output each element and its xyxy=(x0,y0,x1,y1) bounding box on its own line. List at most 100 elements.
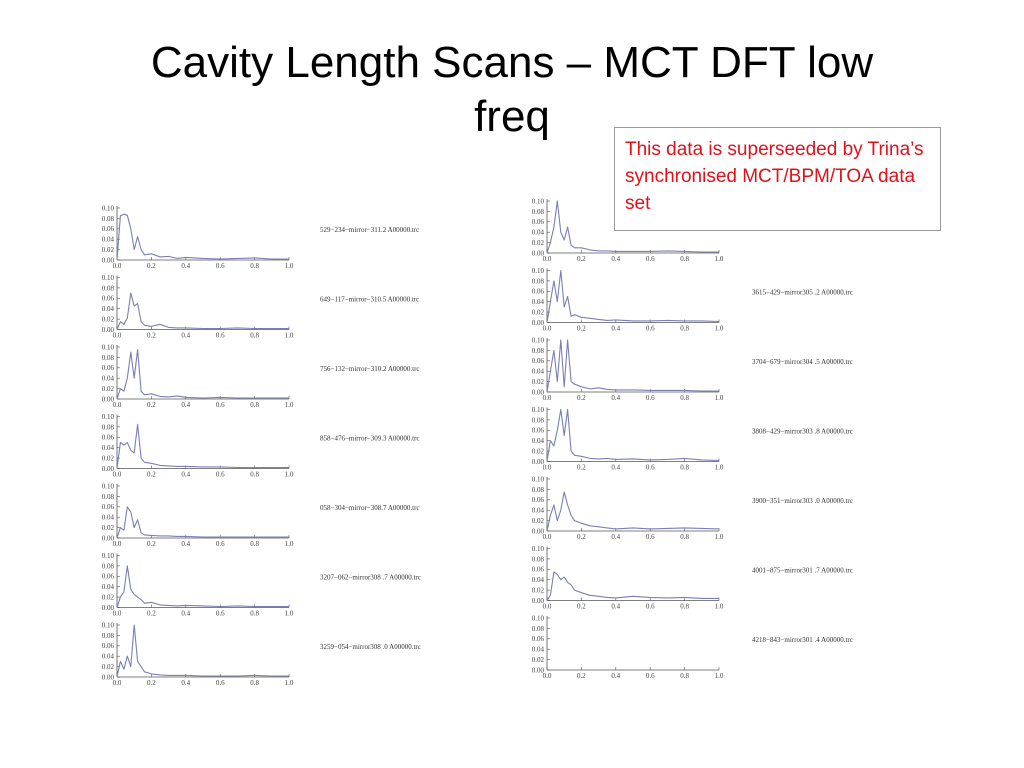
trace-filename-label: 649−117−mirror−310.5 A00000.trc xyxy=(320,296,419,304)
chart-panel-11: 0.00 0.02 0.04 0.06 0.08 0.10 0.0 0.2 0.4 0.6 0.8 1… xyxy=(532,406,853,472)
y-tick-label: 0.08 xyxy=(102,215,115,223)
x-tick-label: 0.0 xyxy=(543,325,552,333)
x-tick-label: 0.8 xyxy=(250,332,259,340)
x-tick-label: 1.0 xyxy=(715,603,724,611)
y-tick-label: 0.10 xyxy=(102,343,115,351)
x-tick-label: 1.0 xyxy=(715,325,724,333)
y-tick-label: 0.10 xyxy=(102,204,115,212)
y-tick-label: 0.08 xyxy=(102,284,115,292)
y-tick-label: 0.04 xyxy=(102,444,115,452)
x-tick-label: 1.0 xyxy=(285,610,294,618)
x-tick-label: 1.0 xyxy=(715,255,724,263)
x-tick-label: 0.2 xyxy=(577,464,586,472)
y-tick-label: 0.10 xyxy=(532,406,545,414)
y-tick-label: 0.06 xyxy=(102,295,115,303)
x-tick-label: 0.4 xyxy=(181,262,190,270)
y-tick-label: 0.04 xyxy=(102,375,115,383)
x-tick-label: 0.4 xyxy=(181,401,190,409)
x-tick-label: 0.0 xyxy=(543,533,552,541)
x-tick-label: 0.6 xyxy=(646,533,655,541)
y-tick-label: 0.04 xyxy=(532,437,545,445)
chart-panel-10: 0.00 0.02 0.04 0.06 0.08 0.10 0.0 0.2 0.4 0.6 0.8 1… xyxy=(532,336,853,402)
y-tick-label: 0.08 xyxy=(102,562,115,570)
y-tick-label: 0.06 xyxy=(102,642,115,650)
x-tick-label: 0.2 xyxy=(577,255,586,263)
x-tick-label: 0.8 xyxy=(680,325,689,333)
x-tick-label: 1.0 xyxy=(715,464,724,472)
x-tick-label: 0.6 xyxy=(646,394,655,402)
spectrum-line xyxy=(116,349,289,400)
y-tick-label: 0.02 xyxy=(102,385,115,393)
spectrum-line xyxy=(116,213,289,261)
y-tick-label: 0.08 xyxy=(532,625,545,633)
y-tick-label: 0.04 xyxy=(532,229,545,237)
y-tick-label: 0.10 xyxy=(532,545,545,553)
y-tick-label: 0.10 xyxy=(102,413,115,421)
slide-title-line1: Cavity Length Scans – MCT DFT low xyxy=(150,38,874,87)
y-tick-label: 0.06 xyxy=(532,288,545,296)
x-tick-label: 0.8 xyxy=(680,672,689,680)
y-tick-label: 0.02 xyxy=(102,524,115,532)
x-tick-label: 0.8 xyxy=(250,540,259,548)
x-tick-label: 1.0 xyxy=(285,262,294,270)
y-tick-label: 0.02 xyxy=(102,455,115,463)
x-tick-label: 0.6 xyxy=(216,679,225,687)
y-tick-label: 0.04 xyxy=(532,298,545,306)
y-tick-label: 0.08 xyxy=(102,632,115,640)
x-tick-label: 0.8 xyxy=(680,603,689,611)
spectrum-line xyxy=(546,269,720,323)
y-tick-label: 0.00 xyxy=(532,458,545,466)
y-tick-label: 0.08 xyxy=(532,416,545,424)
trace-filename-label: 529−234−mirror−311.2 A00000.trc xyxy=(320,226,419,234)
x-tick-label: 0.6 xyxy=(216,540,225,548)
x-tick-label: 0.0 xyxy=(113,679,122,687)
x-tick-label: 0.4 xyxy=(611,464,620,472)
spectrum-line xyxy=(546,491,720,532)
chart-panel-2: 0.00 0.02 0.04 0.06 0.08 0.10 0.0 0.2 0.4 0.6 0.8 1… xyxy=(102,274,420,340)
y-tick-label: 0.02 xyxy=(102,663,115,671)
spectrum-line xyxy=(546,408,720,462)
slide-title: Cavity Length Scans – MCT DFT low freq xyxy=(40,36,984,144)
x-tick-label: 0.8 xyxy=(680,464,689,472)
y-tick-label: 0.04 xyxy=(532,576,545,584)
y-tick-label: 0.10 xyxy=(532,475,545,483)
trace-filename-label: 3704−679−mirror304 .5 A00000.trc xyxy=(752,358,853,366)
x-tick-label: 0.2 xyxy=(147,610,156,618)
x-tick-label: 0.6 xyxy=(646,325,655,333)
x-tick-label: 0.2 xyxy=(577,394,586,402)
y-tick-label: 0.02 xyxy=(532,656,545,664)
spectrum-line xyxy=(546,200,719,254)
x-tick-label: 0.8 xyxy=(680,255,689,263)
chart-panel-9: 0.00 0.02 0.04 0.06 0.08 0.10 0.0 0.2 0.4 0.6 0.8 1… xyxy=(532,267,853,333)
y-tick-label: 0.08 xyxy=(532,277,545,285)
y-tick-label: 0.00 xyxy=(532,597,545,605)
superseded-note: This data is superseeded by Trina’s sync… xyxy=(614,127,941,231)
x-tick-label: 0.6 xyxy=(646,464,655,472)
y-tick-label: 0.00 xyxy=(532,388,545,396)
y-tick-label: 0.04 xyxy=(532,507,545,515)
y-tick-label: 0.06 xyxy=(102,573,115,581)
y-tick-label: 0.02 xyxy=(532,309,545,317)
x-tick-label: 0.2 xyxy=(147,401,156,409)
x-tick-label: 0.8 xyxy=(680,394,689,402)
y-tick-label: 0.08 xyxy=(102,493,115,501)
trace-filename-label: 3615−429−mirror305 .2 A00000.trc xyxy=(752,289,853,297)
x-tick-label: 0.4 xyxy=(611,255,620,263)
y-tick-label: 0.00 xyxy=(102,256,115,264)
trace-filename-label: 3900−351−mirror303 .0 A00000.trc xyxy=(752,497,853,505)
y-tick-label: 0.04 xyxy=(102,236,115,244)
trace-filename-label: 3259−054−mirror308 .0 A00000.trc xyxy=(320,643,421,651)
x-tick-label: 1.0 xyxy=(715,533,724,541)
x-tick-label: 0.6 xyxy=(216,471,225,479)
y-tick-label: 0.10 xyxy=(102,274,115,282)
y-tick-label: 0.08 xyxy=(532,555,545,563)
y-tick-label: 0.06 xyxy=(532,427,545,435)
y-tick-label: 0.04 xyxy=(102,583,115,591)
spectrum-line xyxy=(116,565,289,608)
x-tick-label: 0.0 xyxy=(113,262,122,270)
x-tick-label: 1.0 xyxy=(715,394,724,402)
x-tick-label: 0.6 xyxy=(646,603,655,611)
y-tick-label: 0.08 xyxy=(532,208,545,216)
x-tick-label: 0.8 xyxy=(250,471,259,479)
